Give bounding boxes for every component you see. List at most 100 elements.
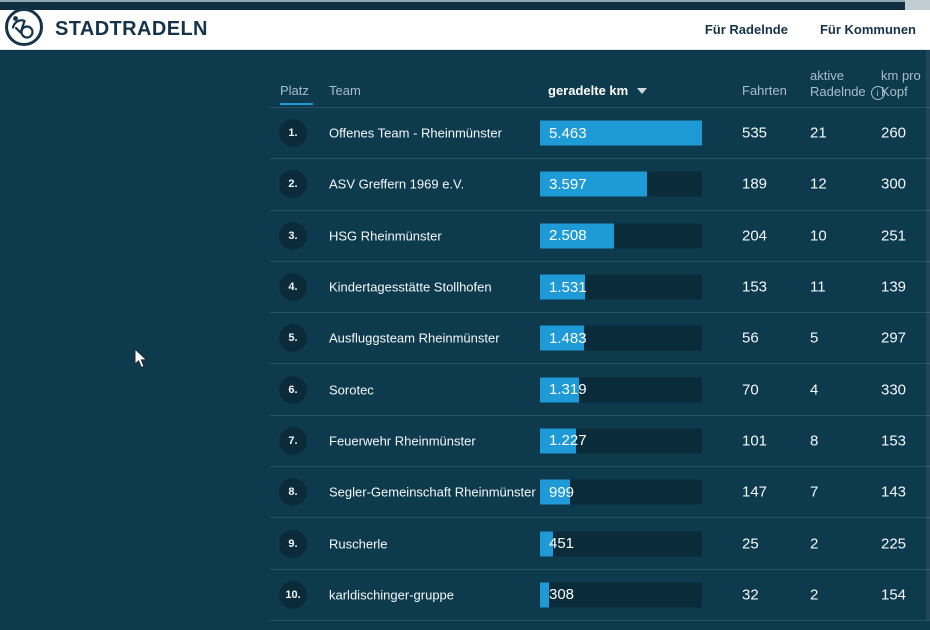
top-bar [0,0,930,10]
km-value: 3.597 [549,175,587,193]
km-bar-track: 308 [540,582,702,608]
app-header: STADTRADELN Für Radelnde Für Kommunen [0,7,930,52]
rank-badge: 10. [279,580,307,609]
km-bar-fill [540,479,570,505]
fahrten-value: 32 [742,586,759,604]
table-row: 5. Ausfluggsteam Rheinmünster 1.483 56 5… [270,312,930,363]
header-nav: Für Radelnde Für Kommunen [705,22,916,37]
brand-logo[interactable]: STADTRADELN [4,7,208,52]
rank-badge: 3. [279,221,307,250]
rank-badge: 6. [279,375,307,404]
nav-fuer-kommunen[interactable]: Für Kommunen [819,22,916,37]
team-name[interactable]: Ausfluggsteam Rheinmünster [329,330,500,346]
km-bar-track: 1.483 [540,325,702,351]
km-bar-track: 451 [540,531,702,557]
aktive-value: 2 [810,535,819,553]
table-row: 9. Ruscherle 451 25 2 225 [270,517,930,568]
km-value: 2.508 [549,227,587,245]
rank-badge: 5. [279,324,307,353]
team-name[interactable]: ASV Greffern 1969 e.V. [329,176,465,192]
rank-badge: 9. [279,529,307,558]
aktive-value: 11 [810,278,826,296]
fahrten-value: 56 [742,329,759,347]
column-header-fahrten: Fahrten [742,83,787,98]
km-pro-kopf-value: 225 [881,535,907,553]
km-bar-fill [540,171,647,197]
table-row: 2. ASV Greffern 1969 e.V. 3.597 189 12 3… [270,158,930,209]
km-bar-track: 5.463 [540,120,702,146]
km-value: 1.531 [549,278,587,296]
aktive-value: 21 [810,124,827,142]
fahrten-value: 147 [742,483,768,501]
km-pro-kopf-value: 139 [881,278,907,296]
rank-badge: 4. [279,273,307,302]
fahrten-value: 25 [742,535,759,553]
table-row: 1. Offenes Team - Rheinmünster 5.463 535… [270,107,930,158]
km-value: 308 [549,586,575,604]
table-row: 3. HSG Rheinmünster 2.508 204 10 251 [270,209,930,261]
table-rows: 1. Offenes Team - Rheinmünster 5.463 535… [270,107,930,620]
km-bar-track: 999 [540,479,702,505]
aktive-value: 4 [810,381,819,399]
brand-name: STADTRADELN [55,18,208,40]
km-bar-fill [540,377,580,403]
km-bar-fill [540,325,584,351]
fahrten-value: 204 [742,227,768,245]
km-pro-kopf-value: 300 [881,175,907,193]
scrollbar[interactable] [926,50,930,620]
leaderboard-table: Platz Team geradelte km Fahrten aktive R… [270,50,930,630]
km-value: 451 [549,535,575,553]
km-pro-kopf-value: 251 [881,227,907,245]
rank-badge: 7. [279,426,307,455]
km-bar-fill [540,428,577,454]
km-value: 1.227 [549,432,587,450]
team-name[interactable]: Offenes Team - Rheinmünster [329,125,502,141]
km-pro-kopf-value: 260 [881,124,907,142]
km-pro-kopf-value: 154 [881,586,907,604]
team-name[interactable]: Feuerwehr Rheinmünster [329,433,476,449]
nav-fuer-radelnde[interactable]: Für Radelnde [704,22,788,37]
team-name[interactable]: Sorotec [329,382,374,398]
km-value: 5.463 [549,124,587,142]
km-pro-kopf-value: 143 [881,483,907,501]
km-bar-fill [540,531,554,557]
table-row: 6. Sorotec 1.319 70 4 330 [270,363,930,414]
team-name[interactable]: karldischinger-gruppe [329,587,455,603]
scrollbar-corner [905,0,930,10]
aktive-value: 10 [810,227,827,245]
info-icon[interactable]: i [870,86,885,100]
sort-desc-caret-icon [637,88,648,94]
km-bar-fill [540,223,615,249]
km-bar-track: 2.508 [540,223,702,249]
team-name[interactable]: Ruscherle [329,536,388,552]
km-pro-kopf-value: 297 [881,329,907,347]
column-header-geradelte-km[interactable]: geradelte km [548,84,648,98]
km-value: 999 [549,483,575,501]
km-bar-track: 1.319 [540,377,702,403]
platz-active-underline [280,103,313,105]
km-pro-kopf-value: 330 [881,381,907,399]
km-bar-track: 1.531 [540,274,702,300]
column-header-km-pro-kopf: km pro Kopf [881,68,921,99]
table-header-row: Platz Team geradelte km Fahrten aktive R… [270,50,930,107]
km-pro-kopf-value: 153 [881,432,907,450]
team-name[interactable]: Kindertagesstätte Stollhofen [329,279,492,295]
table-row: 8. Segler-Gemeinschaft Rheinmünster 999 … [270,466,930,517]
table-bottom-divider [270,619,930,630]
fahrten-value: 70 [742,381,759,399]
fahrten-value: 101 [742,432,768,450]
cyclist-logo-icon [4,7,44,52]
aktive-value: 7 [810,483,819,501]
aktive-value: 12 [810,175,827,193]
rank-badge: 1. [279,119,307,148]
team-name[interactable]: HSG Rheinmünster [329,228,442,244]
table-row: 7. Feuerwehr Rheinmünster 1.227 101 8 15… [270,414,930,466]
fahrten-value: 535 [742,124,768,142]
km-bar-track: 1.227 [540,428,702,454]
table-row: 4. Kindertagesstätte Stollhofen 1.531 15… [270,260,930,312]
km-bar-fill [540,274,586,300]
column-header-platz[interactable]: Platz [280,83,309,98]
team-name[interactable]: Segler-Gemeinschaft Rheinmünster [329,484,536,500]
main-content: Platz Team geradelte km Fahrten aktive R… [0,50,930,621]
aktive-value: 5 [810,329,819,347]
